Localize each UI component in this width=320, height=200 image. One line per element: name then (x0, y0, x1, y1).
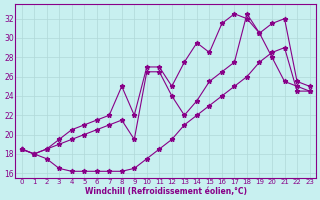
X-axis label: Windchill (Refroidissement éolien,°C): Windchill (Refroidissement éolien,°C) (84, 187, 247, 196)
